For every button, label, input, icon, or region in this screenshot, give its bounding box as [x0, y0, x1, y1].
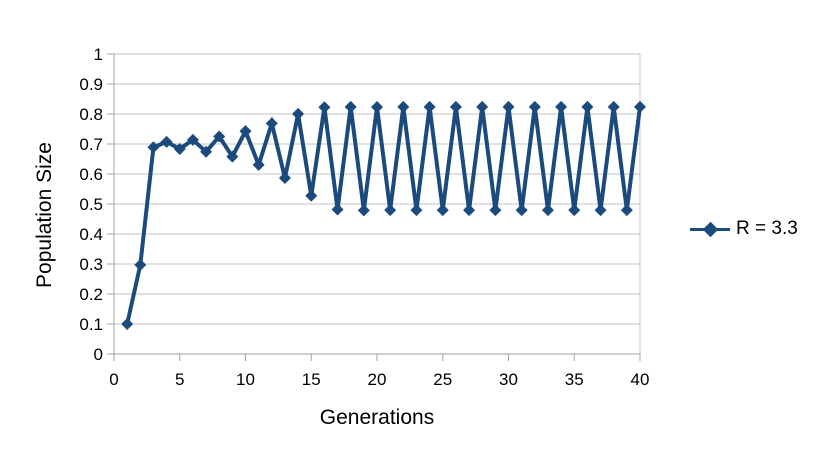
series-line: [125, 106, 642, 325]
x-axis-title: Generations: [319, 406, 435, 429]
data-point-marker: [252, 158, 265, 171]
data-point-marker: [502, 100, 515, 113]
data-point-marker: [186, 133, 199, 146]
data-point-marker: [147, 141, 160, 154]
data-point-marker: [357, 204, 370, 217]
x-tick-label: 25: [433, 370, 452, 389]
x-tick-label: 40: [631, 370, 650, 389]
data-point-marker: [200, 145, 213, 158]
diamond-marker-icon: [702, 221, 718, 237]
data-point-marker: [226, 150, 239, 163]
y-axis-title: Population Size: [33, 142, 56, 288]
y-tick-label: 0.3: [79, 255, 103, 274]
data-point-marker: [305, 189, 318, 202]
data-point-marker: [344, 100, 357, 113]
x-tick-label: 15: [302, 370, 321, 389]
data-point-marker: [607, 100, 620, 113]
x-tick-label: 5: [175, 370, 184, 389]
data-point-marker: [292, 107, 305, 120]
x-tick-label: 10: [236, 370, 255, 389]
data-point-marker: [449, 100, 462, 113]
y-tick-label: 0.1: [79, 315, 103, 334]
data-point-marker: [318, 101, 331, 114]
data-point-marker: [134, 258, 147, 271]
data-point-marker: [160, 135, 173, 148]
data-point-marker: [555, 100, 568, 113]
data-point-marker: [213, 130, 226, 143]
x-tick-label: 30: [499, 370, 518, 389]
y-tick-label: 0.7: [79, 135, 103, 154]
data-point-marker: [384, 204, 397, 217]
data-point-marker: [528, 100, 541, 113]
y-tick-label: 0.8: [79, 105, 103, 124]
y-tick-label: 0: [94, 345, 103, 364]
y-tick-label: 0.6: [79, 165, 103, 184]
data-point-marker: [620, 204, 633, 217]
data-point-marker: [278, 172, 291, 185]
data-point-marker: [331, 203, 344, 216]
data-point-marker: [541, 204, 554, 217]
data-point-marker: [239, 125, 252, 138]
data-point-marker: [265, 117, 278, 130]
data-point-marker: [489, 204, 502, 217]
data-point-marker: [423, 100, 436, 113]
legend-swatch: [690, 221, 730, 237]
data-point-marker: [463, 204, 476, 217]
data-point-marker: [397, 100, 410, 113]
legend: R = 3.3: [690, 217, 798, 241]
data-point-marker: [515, 204, 528, 217]
x-tick-label: 35: [565, 370, 584, 389]
data-point-marker: [436, 204, 449, 217]
y-tick-label: 0.2: [79, 285, 103, 304]
y-tick-label: 0.9: [79, 75, 103, 94]
data-point-marker: [173, 142, 186, 155]
y-tick-label: 1: [94, 45, 103, 64]
x-tick-label: 20: [368, 370, 387, 389]
data-point-marker: [371, 100, 383, 113]
data-point-marker: [476, 100, 489, 113]
data-point-marker: [581, 100, 594, 113]
data-point-marker: [121, 318, 134, 330]
x-tick-label: 0: [109, 370, 118, 389]
data-point-marker: [410, 204, 423, 217]
y-tick-label: 0.4: [79, 225, 103, 244]
legend-label: R = 3.3: [736, 218, 798, 239]
data-point-marker: [634, 100, 646, 113]
data-point-marker: [568, 204, 581, 217]
y-tick-label: 0.5: [79, 195, 103, 214]
data-point-marker: [594, 204, 607, 217]
